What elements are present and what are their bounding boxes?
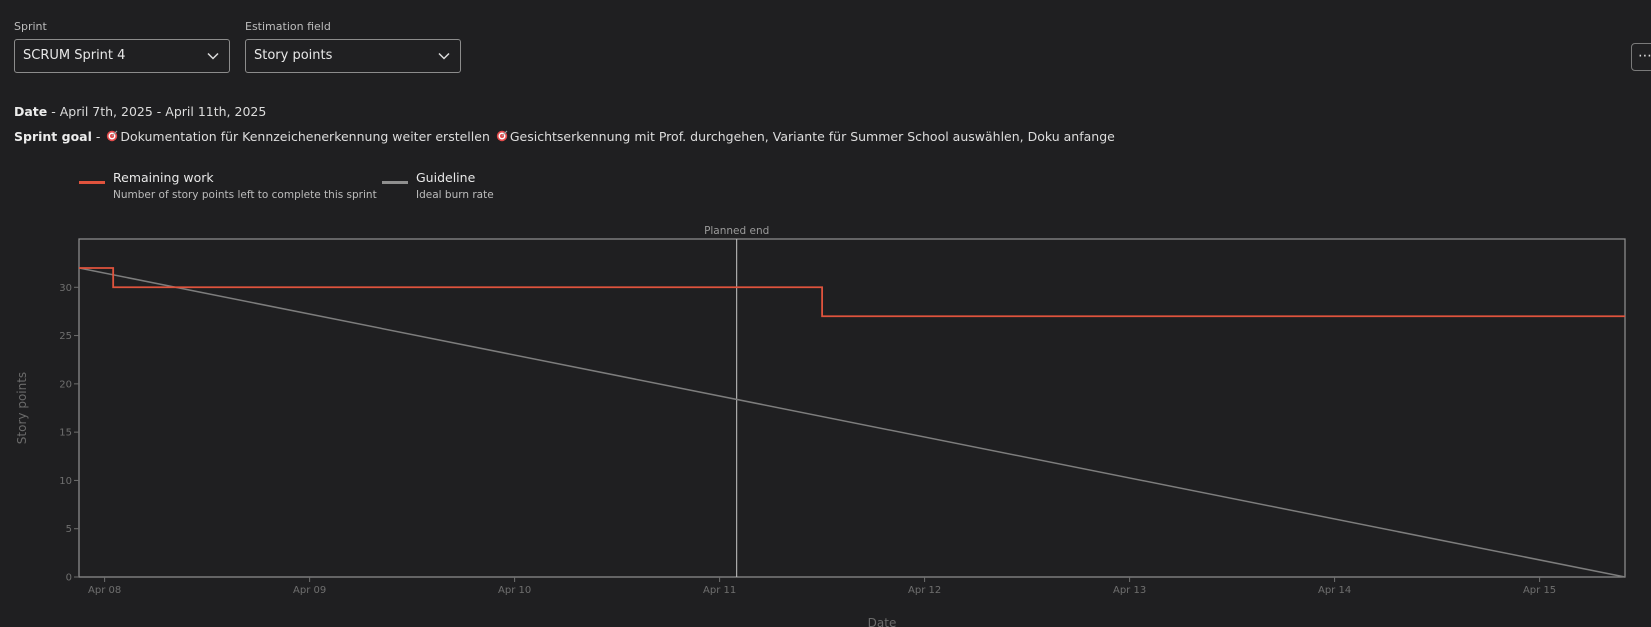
chevron-down-icon <box>207 40 219 72</box>
estimation-select-value: Story points <box>254 48 333 63</box>
x-tick-label: Apr 08 <box>88 585 121 596</box>
estimation-field-label: Estimation field <box>245 20 331 33</box>
x-tick-label: Apr 14 <box>1318 585 1351 596</box>
legend-swatch-guideline <box>382 181 408 184</box>
target-icon <box>107 130 118 142</box>
legend-swatch-remaining <box>79 181 105 184</box>
series-line-remaining-work <box>79 267 1625 318</box>
y-tick-label: 0 <box>66 573 72 584</box>
x-tick-label: Apr 10 <box>498 585 531 596</box>
x-tick-label: Apr 13 <box>1113 585 1146 596</box>
y-tick-label: 5 <box>66 524 72 535</box>
burndown-chart: 0 5 10 15 20 25 30 Apr 08 Apr 09 Apr 10 Apr 11 Apr … <box>15 225 1626 627</box>
x-tick-label: Apr 12 <box>908 585 941 596</box>
target-icon <box>496 130 508 142</box>
plot-frame <box>78 238 1626 578</box>
y-tick-label: 20 <box>59 379 72 390</box>
y-tick-label: 25 <box>59 331 72 342</box>
legend-desc-remaining: Number of story points left to complete … <box>113 189 377 201</box>
legend-desc-guideline: Ideal burn rate <box>416 189 494 201</box>
sprint-select[interactable]: SCRUM Sprint 4 <box>14 39 230 73</box>
y-tick-label: 10 <box>59 476 72 487</box>
planned-end-label: Planned end <box>704 225 769 237</box>
legend-name-guideline: Guideline <box>416 170 476 185</box>
goal-text-1: Dokumentation für Kennzeichenerkennung w… <box>120 129 490 144</box>
y-tick-label: 15 <box>59 428 72 439</box>
goal-label: Sprint goal <box>14 129 92 144</box>
sprint-field-label: Sprint <box>14 20 47 33</box>
sprint-date-line: Date - April 7th, 2025 - April 11th, 202… <box>14 104 266 119</box>
x-axis-title: Date <box>868 616 897 627</box>
y-axis-title: Story points <box>15 372 29 444</box>
series-line-guideline <box>78 267 1626 578</box>
sprint-select-value: SCRUM Sprint 4 <box>23 48 126 63</box>
goal-text-2: Gesichtserkennung mit Prof. durchgehen, … <box>509 129 1115 144</box>
more-icon: ⋯ <box>1638 48 1651 64</box>
x-tick-label: Apr 11 <box>703 585 736 596</box>
date-value: - April 7th, 2025 - April 11th, 2025 <box>51 104 267 119</box>
sprint-goal-line: Sprint goal - Dokumentation für Kennzeic… <box>14 129 1115 144</box>
y-tick-label: 30 <box>59 283 72 294</box>
goal-prefix: - <box>95 129 101 144</box>
legend-name-remaining: Remaining work <box>113 170 214 185</box>
estimation-select[interactable]: Story points <box>245 39 461 73</box>
x-tick-label: Apr 15 <box>1523 585 1556 596</box>
date-label: Date <box>14 104 48 119</box>
more-actions-button[interactable]: ⋯ <box>1631 43 1651 71</box>
x-tick-label: Apr 09 <box>293 585 326 596</box>
chevron-down-icon <box>438 40 450 72</box>
